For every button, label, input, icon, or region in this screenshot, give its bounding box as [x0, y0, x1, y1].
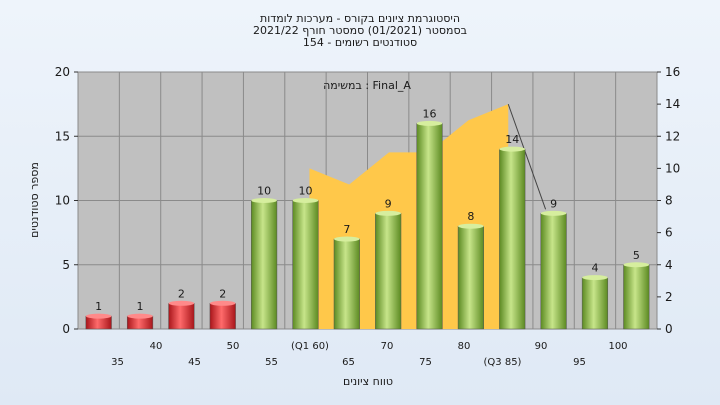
bar-cap — [209, 300, 236, 306]
y-tick-label: 15 — [55, 129, 70, 143]
bar-70 — [375, 213, 402, 330]
x-tick-label: 75 — [419, 357, 432, 368]
bar-cap — [127, 313, 153, 319]
y2-tick-label: 8 — [665, 194, 673, 208]
bar-cap — [334, 236, 360, 242]
bar-cap — [582, 275, 608, 281]
x-tick-label: 70 — [381, 341, 394, 352]
y-tick-label: 5 — [62, 258, 70, 272]
x-tick-label: 55 — [265, 357, 278, 368]
chart-title-line: היסטוגרמת ציונים בקורס - מערכות לומדות — [260, 12, 460, 25]
x-tick-label: 45 — [188, 357, 201, 368]
y-axis-label: מספר סטודנטים — [28, 162, 41, 238]
bar-45 — [168, 303, 195, 330]
bar-cap — [375, 210, 401, 216]
bar-90 — [540, 213, 567, 330]
y2-tick-label: 6 — [665, 226, 673, 240]
x-axis-label: טווח ציונים — [343, 375, 393, 388]
data-label: 5 — [633, 249, 640, 262]
y-tick-label: 20 — [55, 65, 70, 79]
data-label: 14 — [505, 133, 519, 146]
bar-cap — [168, 300, 195, 306]
bar-75 — [416, 123, 443, 330]
bar-cap — [623, 262, 650, 268]
x-tick-label: 90 — [535, 341, 548, 352]
data-label: 2 — [178, 287, 185, 300]
data-label: 4 — [591, 262, 598, 275]
data-label: 10 — [298, 185, 312, 198]
bar-95 — [581, 277, 609, 330]
x-tick-label: 80 — [458, 341, 471, 352]
x-tick-label: 40 — [150, 341, 163, 352]
bar-80 — [457, 225, 484, 330]
y2-tick-label: 10 — [665, 161, 680, 175]
bar-cap — [458, 223, 484, 229]
bar-65 — [333, 238, 360, 330]
data-label: 8 — [467, 210, 474, 223]
data-label: 10 — [257, 185, 271, 198]
bar-cap — [540, 210, 567, 216]
bar-(Q1 60) — [292, 200, 319, 330]
y-tick-label: 0 — [62, 322, 70, 336]
y2-tick-label: 14 — [665, 97, 680, 111]
bar-50 — [209, 303, 236, 330]
data-label: 2 — [219, 287, 226, 300]
bar-cap — [251, 198, 277, 203]
bar-cap — [85, 313, 112, 319]
data-label: 1 — [95, 300, 102, 313]
bar-cap — [499, 146, 526, 152]
y2-tick-label: 2 — [665, 290, 673, 304]
bar-100 — [623, 264, 650, 330]
x-tick-label: 100 — [608, 341, 627, 352]
x-tick-label: 35 — [111, 357, 124, 368]
x-tick-label: 95 — [573, 357, 586, 368]
y2-tick-label: 4 — [665, 258, 673, 272]
chart-title-line: סטודנטים רשומים - 154 — [303, 36, 417, 49]
x-tick-label: 65 — [342, 357, 355, 368]
bar-cap — [292, 198, 319, 203]
bar-cap — [416, 120, 443, 126]
x-tick-label: (Q3 85) — [484, 357, 522, 368]
x-tick-label: (Q1 60) — [291, 341, 329, 352]
y2-tick-label: 12 — [665, 129, 680, 143]
bar-55 — [251, 200, 278, 330]
y2-tick-label: 16 — [665, 65, 680, 79]
area-edge-line — [507, 103, 547, 210]
bar-(Q3 85) — [499, 148, 526, 330]
data-label: 1 — [137, 300, 144, 313]
data-label: 9 — [550, 197, 557, 210]
data-label: 9 — [385, 197, 392, 210]
x-tick-label: 50 — [227, 341, 240, 352]
y-tick-label: 10 — [55, 194, 70, 208]
data-label: 7 — [343, 223, 350, 236]
chart-title-line: בסמסטר (01/2021) סמסטר חורף 2021/22 — [253, 24, 467, 37]
annotation-label: במשימה : Final_A — [323, 79, 411, 92]
data-label: 16 — [423, 107, 437, 120]
y2-tick-label: 0 — [665, 322, 673, 336]
